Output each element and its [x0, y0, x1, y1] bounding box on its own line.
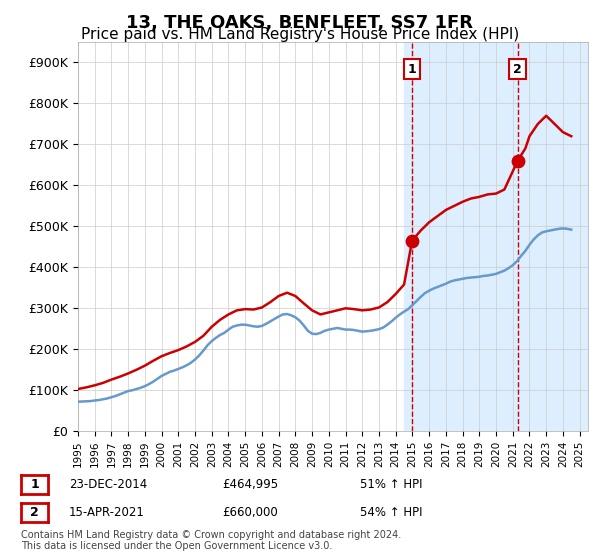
Text: 15-APR-2021: 15-APR-2021: [69, 506, 145, 519]
Text: 54% ↑ HPI: 54% ↑ HPI: [360, 506, 422, 519]
Text: 1: 1: [408, 63, 416, 76]
Text: £464,995: £464,995: [222, 478, 278, 491]
Text: Contains HM Land Registry data © Crown copyright and database right 2024.
This d: Contains HM Land Registry data © Crown c…: [21, 530, 401, 551]
Text: 2: 2: [30, 506, 39, 519]
Point: [513, 156, 523, 165]
Text: Price paid vs. HM Land Registry's House Price Index (HPI): Price paid vs. HM Land Registry's House …: [81, 27, 519, 42]
Text: 51% ↑ HPI: 51% ↑ HPI: [360, 478, 422, 491]
Point: [407, 236, 417, 245]
Text: £660,000: £660,000: [222, 506, 278, 519]
Text: 2: 2: [513, 63, 522, 76]
Text: 23-DEC-2014: 23-DEC-2014: [69, 478, 147, 491]
Bar: [404, 42, 588, 431]
Text: 1: 1: [30, 478, 39, 491]
Text: 13, THE OAKS, BENFLEET, SS7 1FR: 13, THE OAKS, BENFLEET, SS7 1FR: [127, 14, 473, 32]
